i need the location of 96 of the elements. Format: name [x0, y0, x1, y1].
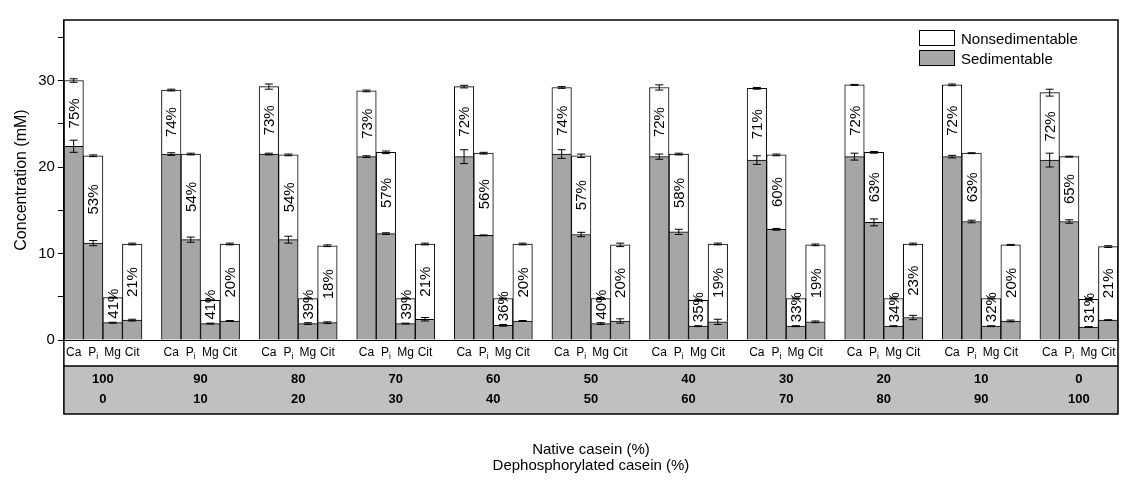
annotation: 74% [552, 105, 570, 136]
annotation: 31% [1079, 293, 1097, 324]
annotation: 19% [806, 268, 824, 299]
annotation: 21% [123, 267, 141, 298]
annotation: 72% [1040, 111, 1058, 142]
y-tick-label: 0 [46, 330, 55, 348]
x-tick-label: Mg [104, 345, 122, 360]
x-tick-label: Ca [944, 345, 961, 360]
x-tick-label: Ca [553, 345, 570, 360]
annotation: 21% [416, 266, 434, 297]
annotation: 73% [357, 108, 375, 139]
annotation: 20% [611, 267, 629, 298]
annotation: 72% [455, 106, 473, 137]
x-tick-label: Mg [689, 345, 707, 360]
x-tick-label: Cit [222, 345, 238, 360]
text: 100 0 [92, 370, 114, 406]
annotation: 57% [572, 180, 590, 211]
annotation: 20% [1001, 267, 1019, 298]
annotation: 32% [982, 292, 1000, 323]
legend-label: Sedimentable [961, 49, 1053, 67]
y-axis-title: Concentration (mM) [12, 109, 30, 251]
x-tick-label: Cit [1003, 345, 1019, 360]
annotation: 72% [845, 105, 863, 136]
x-tick-label: Mg [299, 345, 317, 360]
x-tick-label: Mg [592, 345, 610, 360]
x-tick-label: Ca [651, 345, 668, 360]
annotation: 19% [708, 267, 726, 298]
annotation: 74% [162, 107, 180, 138]
annotation: 34% [884, 292, 902, 323]
text: 20 80 [876, 370, 891, 406]
x-tick-label: Ca [65, 345, 82, 360]
x-tick-label: Cit [515, 345, 531, 360]
text: 80 20 [290, 370, 306, 406]
annotation: 23% [904, 265, 922, 296]
annotation: 75% [64, 98, 82, 129]
y-tick-label: 20 [38, 157, 55, 175]
y-tick-label: 30 [38, 70, 55, 88]
annotation: 53% [84, 184, 102, 215]
text: 60 40 [486, 370, 501, 406]
annotation: 54% [181, 181, 199, 212]
text: Native casein (%) Dephosphorylated casein (%) [492, 440, 690, 474]
annotation: 57% [377, 177, 395, 208]
text: 0 100 [1068, 370, 1090, 406]
annotation: 39% [396, 289, 414, 320]
x-tick-label: Cit [710, 345, 726, 360]
text: Nonsedimentable [961, 29, 1078, 47]
x-tick-label: Mg [787, 345, 805, 360]
annotation: 41% [103, 288, 121, 319]
x-tick-label: Mg [885, 345, 902, 360]
annotation: 58% [669, 177, 687, 208]
annotation: 72% [943, 105, 961, 136]
annotation: 63% [962, 172, 980, 203]
x-tick-label: Cit [417, 345, 434, 360]
x-tick-label: Mg [201, 345, 219, 360]
annotation: 39% [299, 289, 317, 320]
annotation: 35% [689, 292, 707, 323]
x-tick-label: Ca [749, 345, 765, 360]
x-tick-label: Ca [846, 345, 863, 360]
x-tick-label: Ca [456, 345, 473, 360]
annotation: 18% [318, 269, 336, 300]
text: 10 90 [974, 370, 989, 406]
annotation: 40% [591, 289, 609, 320]
annotation: 20% [513, 267, 531, 298]
x-tick-label: Cit [124, 345, 141, 360]
x-tick-label: Ca [261, 345, 277, 360]
annotation: 63% [865, 172, 883, 203]
annotation: 71% [748, 109, 766, 140]
annotation: 33% [787, 292, 805, 323]
text: 30 70 [778, 370, 794, 406]
x-tick-label: Ca [1042, 345, 1058, 360]
annotation: 54% [279, 182, 297, 213]
annotation: 65% [1060, 174, 1078, 205]
annotation: 60% [767, 177, 785, 208]
x-tick-label: Cit [808, 345, 824, 360]
x-tick-label: Cit [905, 345, 922, 360]
y-tick-label: 10 [38, 243, 55, 261]
x-tick-label: Mg [982, 345, 1000, 360]
text: 50 50 [583, 370, 599, 406]
text: 90 10 [193, 370, 208, 406]
text: 70 30 [388, 370, 403, 406]
annotation: 41% [201, 289, 219, 320]
annotation: 72% [650, 107, 668, 138]
x-tick-label: Mg [1080, 345, 1098, 360]
x-tick-label: Cit [320, 345, 336, 360]
x-tick-label: Mg [494, 345, 512, 360]
annotation: 21% [1099, 268, 1117, 299]
x-tick-label: Cit [1100, 345, 1117, 360]
x-tick-label: Ca [163, 345, 180, 360]
annotation: 56% [474, 179, 492, 210]
x-tick-label: Cit [612, 345, 629, 360]
annotation: 73% [259, 105, 277, 136]
annotation: 20% [220, 267, 238, 298]
x-tick-label: Mg [397, 345, 414, 360]
text: 40 60 [681, 370, 696, 406]
annotation: 36% [494, 291, 512, 322]
x-tick-label: Ca [358, 345, 375, 360]
